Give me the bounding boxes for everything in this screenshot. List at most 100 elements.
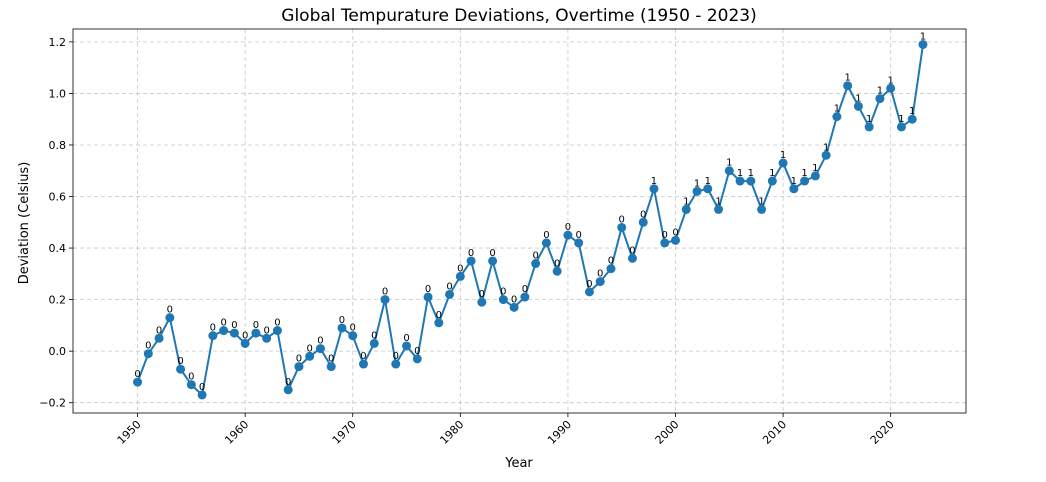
data-point bbox=[681, 204, 691, 214]
data-label: 0 bbox=[156, 325, 162, 336]
data-point bbox=[832, 112, 842, 122]
data-point bbox=[380, 295, 390, 305]
data-label: 1 bbox=[791, 176, 797, 187]
data-label: 0 bbox=[532, 251, 538, 262]
data-label: 1 bbox=[726, 158, 732, 169]
data-label: 0 bbox=[307, 343, 313, 354]
data-label: 0 bbox=[242, 330, 248, 341]
x-axis-label: Year bbox=[504, 456, 533, 471]
y-tick-label: 0.6 bbox=[49, 191, 67, 204]
x-tick-label: 1990 bbox=[545, 418, 574, 447]
data-points bbox=[133, 39, 928, 400]
data-point bbox=[714, 204, 724, 214]
data-label: 1 bbox=[683, 196, 689, 207]
data-label: 1 bbox=[758, 196, 764, 207]
data-label: 0 bbox=[231, 320, 237, 331]
data-point bbox=[445, 289, 455, 299]
data-point bbox=[907, 114, 917, 124]
data-label: 0 bbox=[220, 318, 226, 329]
y-tick-label: 1.0 bbox=[49, 87, 67, 100]
data-label: 0 bbox=[436, 310, 442, 321]
data-point bbox=[757, 204, 767, 214]
data-label: 1 bbox=[694, 178, 700, 189]
data-point bbox=[251, 328, 261, 338]
data-point bbox=[541, 238, 551, 248]
data-label: 0 bbox=[619, 214, 625, 225]
data-point bbox=[638, 217, 648, 227]
data-point bbox=[649, 184, 659, 194]
data-label: 1 bbox=[769, 168, 775, 179]
data-point bbox=[391, 359, 401, 369]
data-label: 0 bbox=[328, 354, 334, 365]
data-point bbox=[767, 176, 777, 186]
data-label: 0 bbox=[640, 209, 646, 220]
x-tick-label: 1970 bbox=[330, 418, 359, 447]
data-label: 1 bbox=[909, 106, 915, 117]
data-point bbox=[488, 256, 498, 266]
data-label: 0 bbox=[382, 287, 388, 298]
data-label: 0 bbox=[414, 346, 420, 357]
data-point bbox=[262, 333, 272, 343]
data-point bbox=[800, 176, 810, 186]
data-point bbox=[229, 328, 239, 338]
data-point bbox=[326, 362, 336, 372]
data-point bbox=[305, 351, 315, 361]
data-label: 1 bbox=[855, 93, 861, 104]
data-point bbox=[552, 266, 562, 276]
data-label: 0 bbox=[554, 258, 560, 269]
data-label: 1 bbox=[866, 114, 872, 125]
data-point bbox=[821, 150, 831, 160]
data-label: 0 bbox=[425, 284, 431, 295]
data-point bbox=[509, 302, 519, 312]
data-point bbox=[660, 238, 670, 248]
x-tick-label: 1980 bbox=[437, 418, 466, 447]
data-point bbox=[789, 184, 799, 194]
data-point bbox=[455, 271, 465, 281]
data-point bbox=[724, 166, 734, 176]
data-point bbox=[671, 235, 681, 245]
data-point bbox=[574, 238, 584, 248]
data-label: 1 bbox=[705, 176, 711, 187]
data-point bbox=[154, 333, 164, 343]
data-label: 0 bbox=[511, 294, 517, 305]
data-point bbox=[272, 326, 282, 336]
data-point bbox=[402, 341, 412, 351]
plot-area-frame bbox=[72, 28, 967, 414]
data-point bbox=[208, 331, 218, 341]
data-point bbox=[810, 171, 820, 181]
data-label: 1 bbox=[737, 168, 743, 179]
data-point bbox=[240, 338, 250, 348]
data-point bbox=[348, 331, 358, 341]
data-label: 0 bbox=[522, 284, 528, 295]
chart-title: Global Tempurature Deviations, Overtime … bbox=[281, 6, 756, 26]
data-point bbox=[606, 264, 616, 274]
data-point bbox=[918, 39, 928, 49]
data-label: 1 bbox=[877, 86, 883, 97]
data-label: 0 bbox=[403, 333, 409, 344]
data-point bbox=[358, 359, 368, 369]
y-tick-label: 0.0 bbox=[49, 345, 67, 358]
data-label: 1 bbox=[651, 176, 657, 187]
y-tick-label: 1.2 bbox=[49, 36, 67, 49]
x-tick-label: 2000 bbox=[653, 418, 682, 447]
data-label: 0 bbox=[629, 245, 635, 256]
data-point bbox=[165, 313, 175, 323]
data-point bbox=[369, 338, 379, 348]
data-label: 1 bbox=[898, 114, 904, 125]
data-label: 1 bbox=[780, 150, 786, 161]
data-label: 0 bbox=[468, 248, 474, 259]
data-label: 0 bbox=[167, 305, 173, 316]
data-label: 1 bbox=[812, 163, 818, 174]
data-label: 0 bbox=[199, 382, 205, 393]
data-label: 0 bbox=[210, 323, 216, 334]
data-point bbox=[434, 318, 444, 328]
data-point bbox=[477, 297, 487, 307]
data-label: 0 bbox=[285, 377, 291, 388]
data-label: 0 bbox=[575, 230, 581, 241]
data-label: 0 bbox=[457, 263, 463, 274]
data-label: 0 bbox=[608, 256, 614, 267]
data-point bbox=[692, 186, 702, 196]
data-label: 0 bbox=[672, 227, 678, 238]
data-point bbox=[627, 253, 637, 263]
